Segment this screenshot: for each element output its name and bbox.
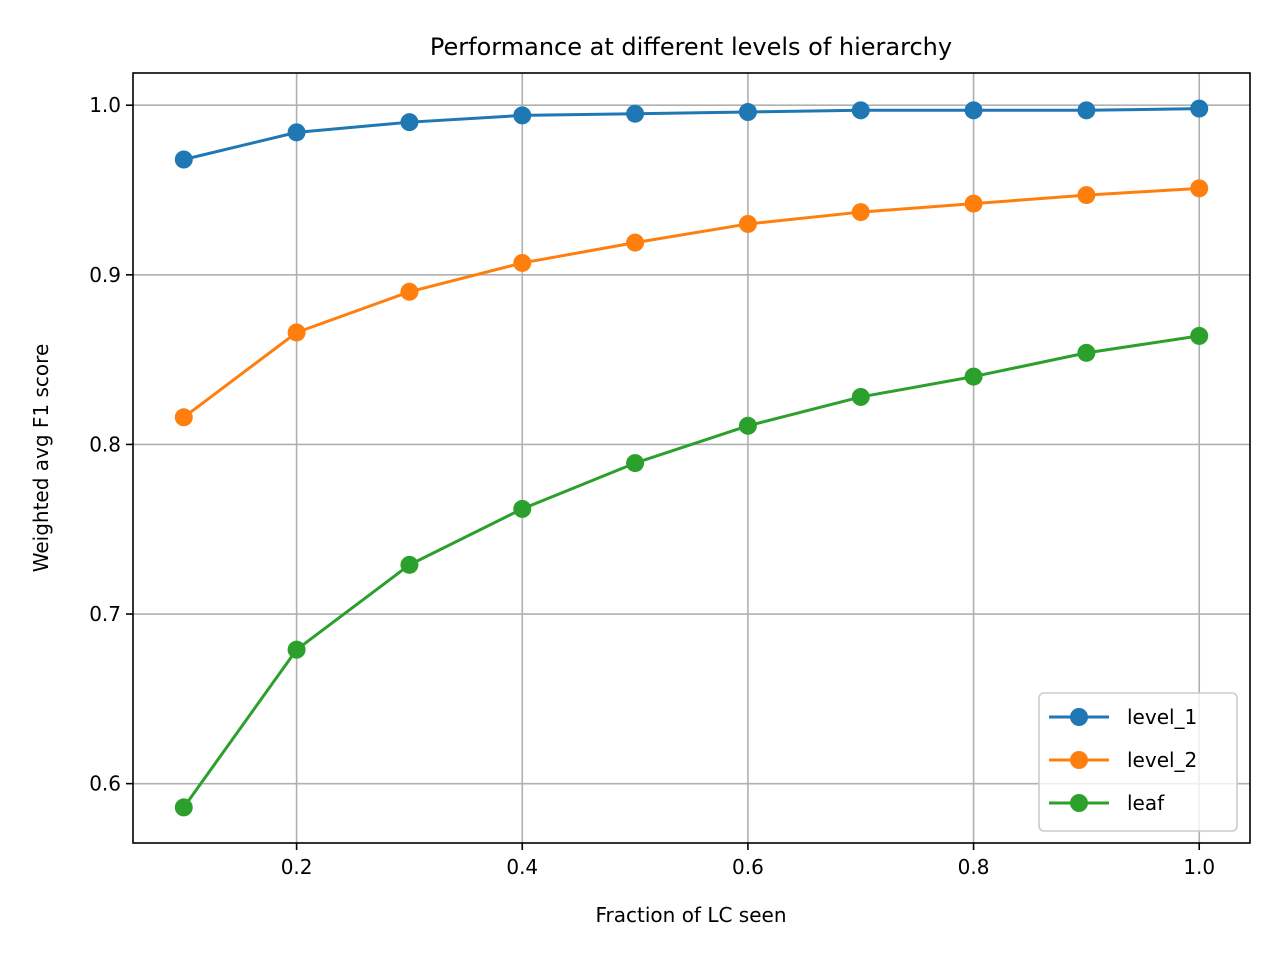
grid-lines [133, 73, 1250, 843]
legend-label-level_1: level_1 [1127, 705, 1197, 729]
data-point-level_1 [964, 101, 983, 120]
data-point-level_2 [1190, 179, 1209, 198]
data-point-level_1 [738, 103, 757, 122]
data-point-leaf [851, 387, 870, 406]
series-line-leaf [182, 334, 1200, 809]
data-point-level_1 [400, 113, 419, 132]
data-point-leaf [738, 416, 757, 435]
x-tick-label: 0.2 [281, 855, 313, 879]
y-tick-label: 0.9 [89, 263, 121, 287]
y-tick-label: 0.8 [89, 432, 121, 456]
legend-marker-leaf [1070, 794, 1088, 812]
series-line-level_1 [183, 107, 1200, 161]
data-point-level_1 [626, 104, 645, 123]
data-point-level_2 [174, 408, 193, 427]
x-tick-label: 0.4 [506, 855, 538, 879]
legend-label-leaf: leaf [1127, 791, 1165, 815]
data-point-level_2 [1077, 186, 1096, 205]
data-point-level_2 [287, 323, 306, 342]
data-point-level_2 [626, 233, 645, 252]
series-layer [174, 99, 1209, 817]
y-tick-label: 1.0 [89, 93, 121, 117]
data-point-level_1 [1077, 101, 1096, 120]
data-point-level_1 [513, 106, 532, 125]
x-axis-label: Fraction of LC seen [596, 903, 787, 927]
axis-ticks: 0.2 0.4 0.6 0.8 1.0 0.6 0.7 0.8 0.9 1.0 [89, 93, 1215, 879]
legend-marker-level_1 [1070, 708, 1088, 726]
data-point-leaf [1190, 326, 1209, 345]
legend-box [1038, 692, 1238, 832]
data-point-leaf [964, 367, 983, 386]
data-point-leaf [287, 640, 306, 659]
data-point-level_1 [287, 123, 306, 142]
data-point-leaf [174, 798, 193, 817]
y-tick-label: 0.7 [89, 602, 121, 626]
y-axis-label: Weighted avg F1 score [29, 344, 53, 573]
y-tick-label: 0.6 [89, 772, 121, 796]
plot-frame [132, 72, 1251, 844]
data-point-level_2 [738, 214, 757, 233]
data-point-level_1 [1190, 99, 1209, 118]
series-line-level_2 [182, 186, 1200, 419]
x-tick-label: 0.6 [732, 855, 764, 879]
data-point-level_2 [513, 253, 532, 272]
legend-marker-level_2 [1070, 751, 1088, 769]
data-point-leaf [400, 555, 419, 574]
data-point-leaf [513, 499, 532, 518]
chart-title: Performance at different levels of hiera… [430, 33, 952, 61]
data-point-level_2 [851, 203, 870, 222]
x-tick-label: 0.8 [958, 855, 990, 879]
x-tick-label: 1.0 [1183, 855, 1215, 879]
legend-label-level_2: level_2 [1127, 748, 1197, 772]
data-point-level_2 [964, 194, 983, 213]
data-point-leaf [626, 454, 645, 473]
data-point-level_2 [400, 282, 419, 301]
data-point-leaf [1077, 343, 1096, 362]
data-point-level_1 [851, 101, 870, 120]
data-point-level_1 [174, 150, 193, 169]
